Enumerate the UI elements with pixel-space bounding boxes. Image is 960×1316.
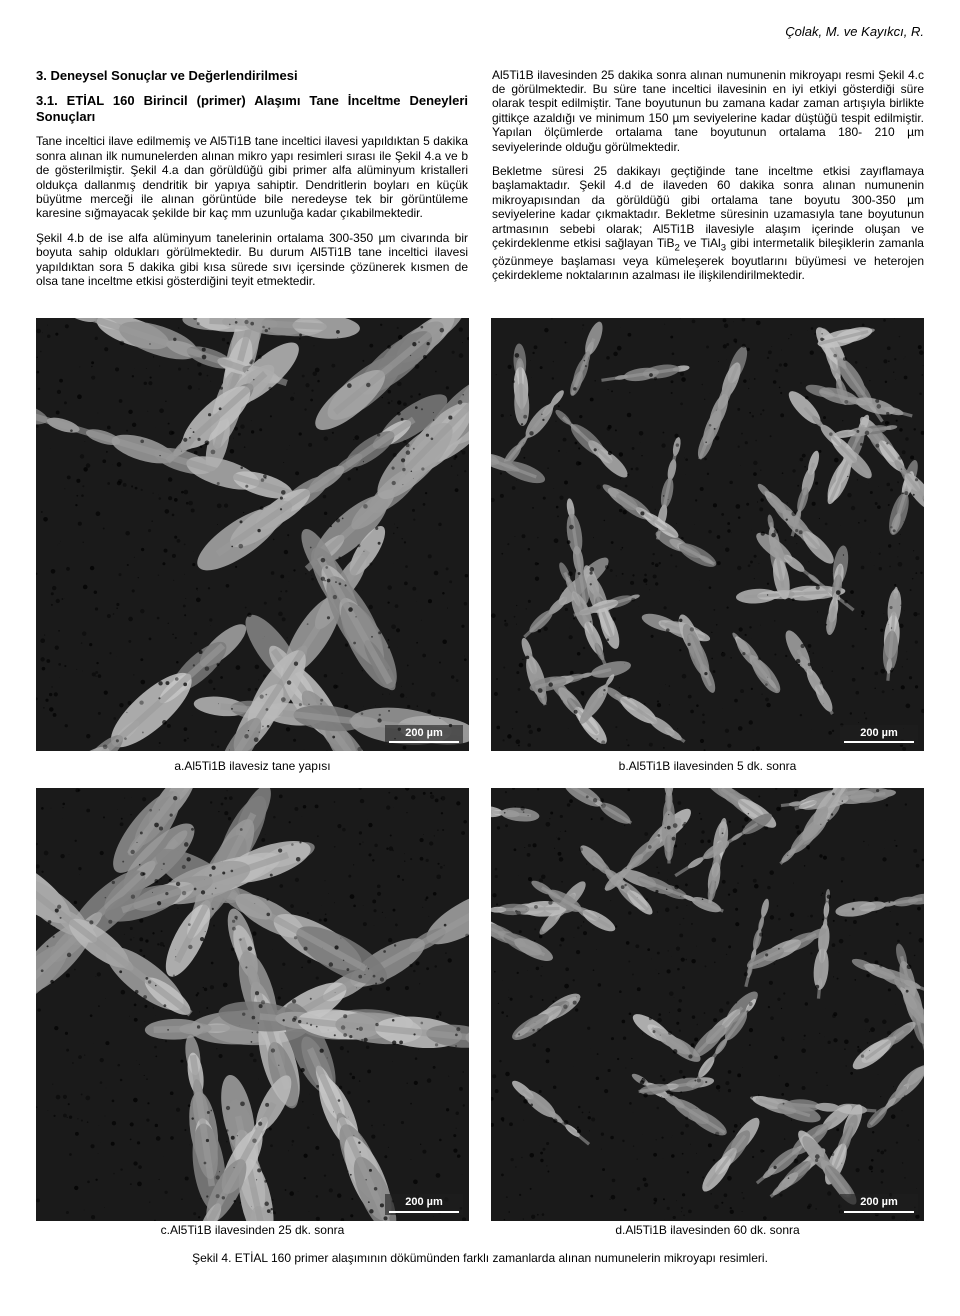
section-heading: 3. Deneysel Sonuçlar ve Değerlendirilmes…	[36, 68, 468, 84]
paragraph: Bekletme süresi 25 dakikayı geçtiğinde t…	[492, 164, 924, 283]
caption-c: c.Al5Ti1B ilavesinden 25 dk. sonra	[36, 1223, 469, 1237]
scalebar: 200 µm	[840, 725, 918, 745]
caption-row-ab: a.Al5Ti1B ilavesiz tane yapısı b.Al5Ti1B…	[36, 759, 924, 773]
figure-4-caption: Şekil 4. ETİAL 160 primer alaşımının dök…	[36, 1251, 924, 1265]
paragraph: Tane inceltici ilave edilmemiş ve Al5Ti1…	[36, 134, 468, 220]
paragraph: Şekil 4.b de ise alfa alüminyum taneleri…	[36, 231, 468, 289]
scalebar: 200 µm	[840, 1194, 918, 1214]
scalebar-line	[389, 741, 459, 743]
subsection-heading: 3.1. ETİAL 160 Birincil (primer) Alaşımı…	[36, 93, 468, 124]
micrograph-c: 200 µm	[36, 788, 469, 1221]
micrograph-a: 200 µm	[36, 318, 469, 751]
two-column-text: 3. Deneysel Sonuçlar ve Değerlendirilmes…	[36, 68, 924, 299]
right-column: Al5Ti1B ilavesinden 25 dakika sonra alın…	[492, 68, 924, 299]
scalebar: 200 µm	[385, 725, 463, 745]
scalebar: 200 µm	[385, 1194, 463, 1214]
scalebar-line	[844, 1211, 914, 1213]
scalebar-line	[389, 1211, 459, 1213]
paragraph: Al5Ti1B ilavesinden 25 dakika sonra alın…	[492, 68, 924, 154]
left-column: 3. Deneysel Sonuçlar ve Değerlendirilmes…	[36, 68, 468, 299]
micrograph-b: 200 µm	[491, 318, 924, 751]
scalebar-label: 200 µm	[860, 727, 898, 740]
scalebar-label: 200 µm	[405, 1196, 443, 1209]
scalebar-label: 200 µm	[405, 727, 443, 740]
page-header-authors: Çolak, M. ve Kayıkcı, R.	[36, 24, 924, 40]
scalebar-line	[844, 741, 914, 743]
caption-b: b.Al5Ti1B ilavesinden 5 dk. sonra	[491, 759, 924, 773]
micrograph-d: 200 µm	[491, 788, 924, 1221]
caption-row-cd: c.Al5Ti1B ilavesinden 25 dk. sonra d.Al5…	[36, 1223, 924, 1237]
caption-a: a.Al5Ti1B ilavesiz tane yapısı	[36, 759, 469, 773]
caption-d: d.Al5Ti1B ilavesinden 60 dk. sonra	[491, 1223, 924, 1237]
scalebar-label: 200 µm	[860, 1196, 898, 1209]
